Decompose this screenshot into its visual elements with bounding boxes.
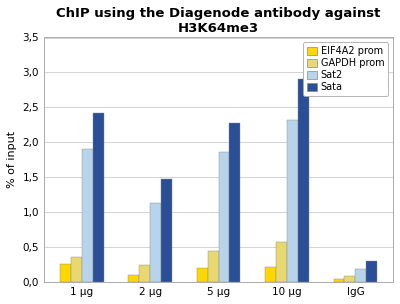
Bar [276,242,287,282]
Bar [356,269,366,282]
Bar [334,279,344,282]
Bar [218,152,230,282]
Bar [128,275,139,282]
Bar [344,276,356,282]
Bar [82,149,92,282]
Bar [230,123,240,282]
Y-axis label: % of input: % of input [7,131,17,188]
Bar [265,267,276,282]
Bar [139,265,150,282]
Bar [92,113,104,282]
Bar [150,203,161,282]
Bar [71,257,82,282]
Bar [161,179,172,282]
Bar [197,268,208,282]
Legend: EIF4A2 prom, GAPDH prom, Sat2, Sata: EIF4A2 prom, GAPDH prom, Sat2, Sata [303,42,388,96]
Bar [298,79,309,282]
Bar [208,251,218,282]
Bar [287,120,298,282]
Bar [366,261,377,282]
Bar [60,264,71,282]
Title: ChIP using the Diagenode antibody against
H3K64me3: ChIP using the Diagenode antibody agains… [56,7,381,35]
